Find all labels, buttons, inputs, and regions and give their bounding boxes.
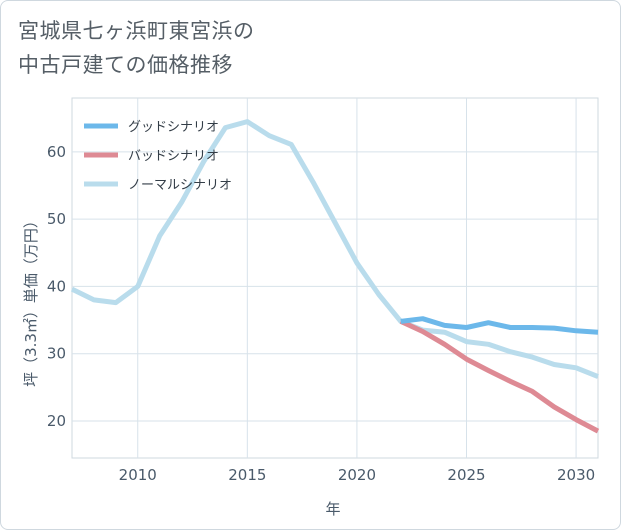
y-tick-label: 20	[47, 412, 66, 430]
plot-area	[71, 97, 599, 459]
good-scenario-line	[400, 316, 599, 335]
x-tick-label: 2030	[557, 466, 595, 484]
x-tick-label: 2025	[447, 466, 485, 484]
legend-label: グッドシナリオ	[128, 120, 219, 135]
y-tick-label: 40	[47, 277, 66, 295]
normal-scenario-line	[70, 119, 599, 379]
legend-label: ノーマルシナリオ	[128, 178, 232, 193]
chart-title-line-1: 宮城県七ヶ浜町東宮浜の	[18, 19, 255, 43]
x-tick-label: 2020	[338, 466, 376, 484]
y-tick-label: 50	[47, 210, 66, 228]
series-layer	[70, 119, 600, 434]
y-tick-label: 60	[47, 143, 66, 161]
x-tick-label: 2010	[119, 466, 157, 484]
y-tick-label: 30	[47, 345, 66, 363]
chart-title-line-2: 中古戸建ての価格推移	[18, 53, 233, 77]
x-tick-label: 2015	[228, 466, 266, 484]
legend-item-normal[interactable]: ノーマルシナリオ	[84, 178, 232, 193]
x-axis-title: 年	[325, 500, 340, 518]
y-axis-title: 坪（3.3㎡）単価（万円）	[22, 213, 40, 387]
legend-item-bad[interactable]: バッドシナリオ	[84, 149, 219, 164]
legend-item-good[interactable]: グッドシナリオ	[84, 120, 219, 135]
legend-label: バッドシナリオ	[128, 149, 219, 164]
chart-title: 宮城県七ヶ浜町東宮浜の 中古戸建ての価格推移	[18, 14, 255, 82]
bad-scenario-line	[399, 319, 600, 434]
